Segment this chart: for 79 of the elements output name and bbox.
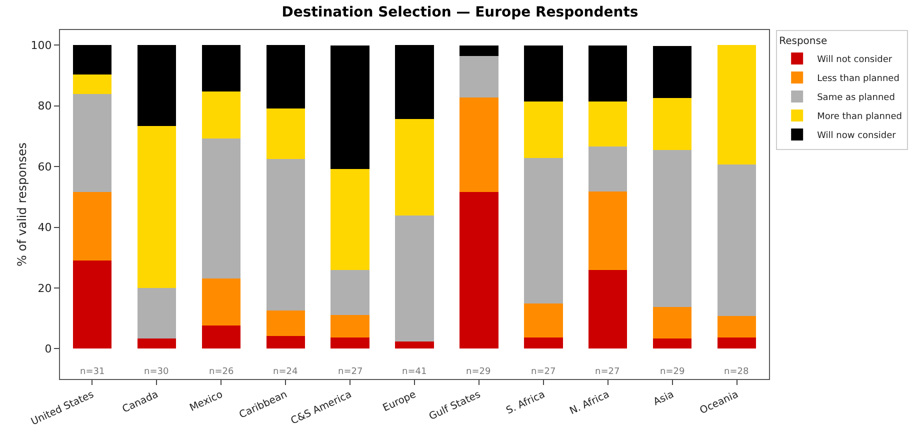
annotation: n=24	[273, 367, 298, 377]
x-tick-label: N. Africa	[568, 389, 612, 418]
y-tick-label: 20	[38, 282, 52, 295]
bar	[652, 150, 692, 308]
y-axis-title: % of valid responses	[15, 142, 29, 266]
annotation: n=27	[595, 367, 620, 377]
y-tick-label: 40	[38, 221, 52, 234]
annotation: n=31	[80, 367, 105, 377]
bar	[460, 45, 498, 56]
annotation: n=28	[724, 367, 749, 377]
bar	[330, 45, 370, 169]
bar	[524, 304, 563, 338]
bar	[524, 337, 563, 349]
y-tick-label: 80	[38, 100, 52, 113]
annotation: n=29	[466, 367, 491, 377]
bar	[460, 98, 498, 192]
bar	[717, 45, 756, 164]
bar	[137, 288, 176, 339]
legend-label: Will not consider	[817, 55, 892, 66]
bar	[202, 92, 240, 138]
annotation: n=26	[209, 367, 234, 377]
legend-label: Less than planned	[817, 74, 900, 84]
bar	[395, 215, 434, 342]
bar	[524, 45, 563, 102]
annotation: n=27	[531, 367, 556, 377]
legend-title: Response	[779, 36, 828, 47]
bar	[330, 314, 370, 338]
bar	[460, 56, 498, 98]
bar	[330, 270, 370, 315]
legend-label: Same as planned	[817, 93, 895, 104]
bar	[266, 158, 305, 311]
bar	[652, 46, 692, 98]
bar	[395, 341, 434, 349]
bar	[137, 45, 176, 126]
bar	[202, 138, 240, 279]
bar	[72, 192, 112, 261]
bar	[266, 108, 305, 159]
bar	[395, 119, 434, 216]
bar	[717, 338, 756, 349]
bar	[202, 44, 240, 92]
bar	[72, 74, 112, 94]
bar	[72, 44, 112, 74]
bar	[717, 164, 756, 316]
y-tick-label: 0	[44, 342, 52, 356]
legend-label: Will now consider	[817, 131, 896, 142]
bar	[460, 192, 498, 349]
y-tick-label: 100	[30, 39, 52, 52]
annotation: n=27	[338, 367, 363, 377]
bar	[330, 168, 370, 270]
annotation: n=29	[660, 367, 685, 377]
bar	[72, 94, 112, 192]
bar	[330, 337, 370, 349]
bar	[652, 307, 692, 338]
x-tick-label: S. Africa	[504, 389, 547, 417]
bar	[524, 102, 563, 158]
bar	[588, 270, 628, 349]
bar	[588, 146, 628, 192]
bar	[652, 98, 692, 150]
bar	[72, 260, 112, 349]
bar	[395, 45, 434, 120]
bar	[266, 336, 305, 349]
bar	[717, 316, 756, 338]
bar	[266, 45, 305, 108]
bar	[652, 338, 692, 349]
y-tick-label: 60	[38, 160, 52, 174]
bar	[524, 158, 563, 304]
bar	[588, 102, 628, 147]
legend-label: More than planned	[817, 112, 902, 122]
bar	[266, 310, 305, 336]
bar	[137, 338, 176, 349]
chart-title: Destination Selection — Europe Respondents	[282, 4, 638, 20]
bar	[202, 325, 240, 349]
x-tick-label: Asia	[652, 389, 676, 408]
annotation: n=30	[144, 367, 169, 377]
bar	[588, 45, 628, 102]
bar	[137, 126, 176, 288]
bar	[588, 191, 628, 270]
bar	[202, 278, 240, 326]
annotation: n=41	[402, 367, 427, 377]
